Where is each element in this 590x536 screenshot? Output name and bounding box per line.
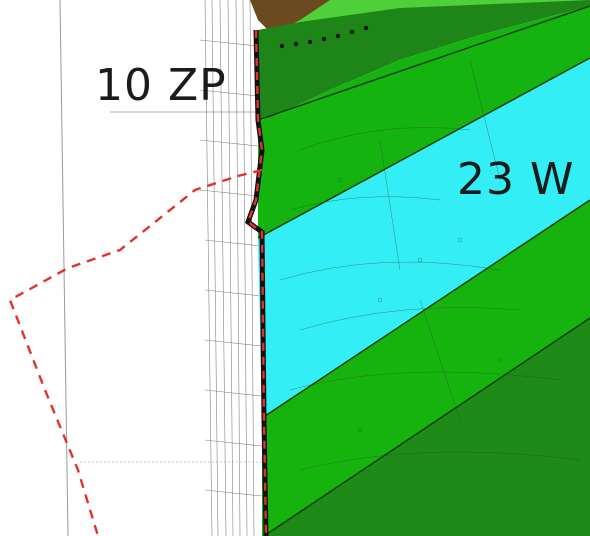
zone-borders — [257, 5, 590, 536]
red-dashed-boundary-right — [246, 29, 268, 536]
zone-water — [258, 58, 590, 418]
zone-label-zp: 10 ZP — [95, 60, 227, 111]
red-dashed-boundary-left — [8, 168, 263, 536]
zone-label-w: 23 W — [457, 154, 575, 205]
survey-line-left — [59, 0, 69, 536]
hatched-strip — [199, 0, 263, 536]
zone-green-upper — [258, 6, 590, 238]
zone-green-lower — [262, 200, 590, 536]
zone-green-dark-top — [258, 0, 590, 120]
survey-details — [279, 59, 581, 471]
dotted-boundary-top — [279, 25, 369, 49]
